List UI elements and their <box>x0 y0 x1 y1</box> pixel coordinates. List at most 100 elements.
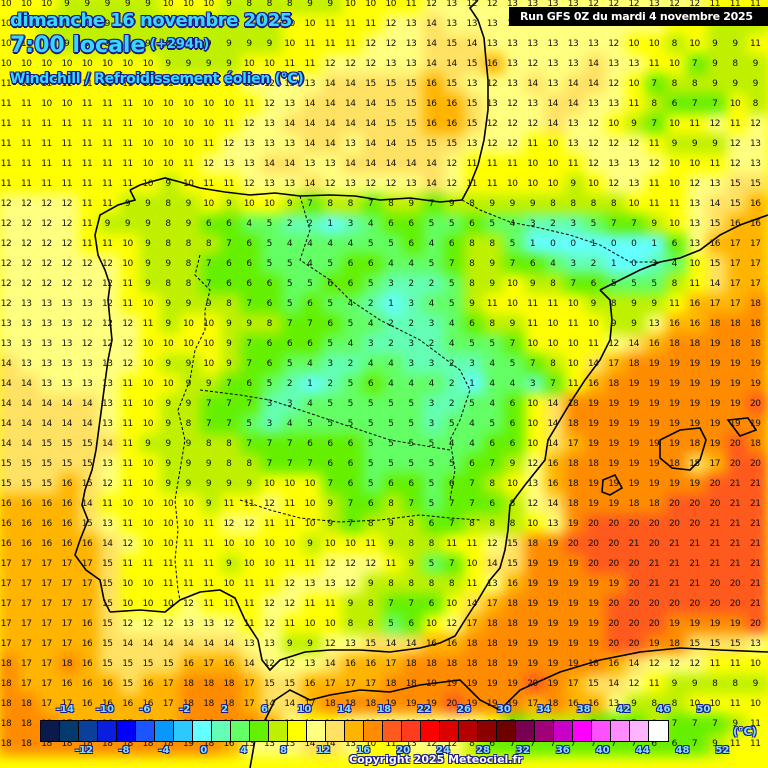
grid-value: 5 <box>327 259 333 269</box>
grid-value: 17 <box>0 559 12 569</box>
field-cell <box>747 194 768 216</box>
grid-value: 13 <box>567 139 579 149</box>
field-cell <box>706 134 729 156</box>
grid-value: 3 <box>428 419 435 429</box>
grid-value: 11 <box>243 499 255 509</box>
grid-value: 8 <box>327 199 333 209</box>
grid-value: 0 <box>631 259 637 269</box>
grid-value: 20 <box>628 639 640 649</box>
grid-value: 6 <box>509 439 516 449</box>
field-cell <box>565 214 587 236</box>
grid-value: 13 <box>264 639 275 649</box>
grid-value: 10 <box>122 259 133 269</box>
grid-value: 7 <box>408 599 414 609</box>
field-cell <box>99 214 122 236</box>
field-cell <box>139 174 162 196</box>
grid-value: 12 <box>102 299 113 309</box>
grid-value: 13 <box>345 139 356 149</box>
grid-value: 15 <box>385 99 397 109</box>
grid-value: 9 <box>165 419 171 429</box>
grid-value: 5 <box>327 419 333 429</box>
grid-value: 5 <box>448 279 455 289</box>
grid-value: 10 <box>608 119 619 129</box>
field-cell <box>0 174 20 196</box>
field-cell <box>625 34 648 56</box>
grid-value: 8 <box>428 539 435 549</box>
field-cell <box>58 14 81 36</box>
grid-value: 12 <box>61 199 73 209</box>
grid-value: 11 <box>648 59 660 69</box>
grid-value: 9 <box>205 299 212 309</box>
field-cell <box>58 194 81 216</box>
grid-value: 17 <box>567 679 579 689</box>
grid-value: 10 <box>203 199 214 209</box>
grid-value: 12 <box>588 159 599 169</box>
grid-value: 18 <box>588 659 599 669</box>
grid-value: 16 <box>0 539 12 549</box>
grid-value: 13 <box>102 379 113 389</box>
grid-value: 10 <box>507 179 518 189</box>
grid-value: 12 <box>608 179 619 189</box>
grid-value: 5 <box>266 219 273 229</box>
grid-value: 16 <box>689 319 700 329</box>
grid-value: 18 <box>628 359 640 369</box>
grid-value: 9 <box>226 199 232 209</box>
field-cell <box>727 54 749 76</box>
grid-value: 21 <box>729 479 741 489</box>
grid-value: 16 <box>61 499 73 509</box>
grid-value: 13 <box>81 299 93 309</box>
field-cell <box>504 214 527 236</box>
grid-value: 14 <box>345 79 356 89</box>
grid-value: 16 <box>102 679 113 689</box>
field-cell <box>220 134 243 156</box>
field-cell <box>281 154 304 176</box>
grid-value: 21 <box>750 519 761 529</box>
grid-value: 11 <box>203 559 214 569</box>
field-cell <box>99 54 122 76</box>
legend-tick-label-bottom: 4 <box>240 745 248 756</box>
grid-value: 10 <box>0 59 12 69</box>
grid-value: 10 <box>628 79 640 89</box>
field-cell <box>747 134 768 156</box>
grid-value: 16 <box>142 679 154 689</box>
field-cell <box>180 34 203 56</box>
grid-value: 9 <box>712 39 718 49</box>
field-cell <box>139 34 162 56</box>
grid-value: 11 <box>61 159 73 169</box>
grid-value: 9 <box>448 199 455 209</box>
grid-value: 7 <box>205 399 212 409</box>
grid-value: 13 <box>284 179 295 189</box>
grid-value: 15 <box>709 219 721 229</box>
grid-value: 15 <box>507 539 518 549</box>
field-cell <box>686 34 709 56</box>
grid-value: 12 <box>21 279 32 289</box>
grid-value: 3 <box>327 359 333 369</box>
field-cell <box>585 54 608 76</box>
grid-value: 14 <box>183 639 194 649</box>
grid-value: 5 <box>388 399 394 409</box>
grid-value: 20 <box>689 599 700 609</box>
field-cell <box>463 34 486 56</box>
grid-value: 9 <box>266 39 273 49</box>
field-cell <box>625 194 648 216</box>
field-cell <box>0 0 20 16</box>
grid-value: 10 <box>527 159 538 169</box>
grid-value: 13 <box>547 79 559 89</box>
field-cell <box>119 34 142 56</box>
grid-value: 19 <box>648 379 660 389</box>
grid-value: 3 <box>570 259 576 269</box>
grid-value: 9 <box>205 479 212 489</box>
grid-value: 18 <box>183 679 194 689</box>
grid-value: 13 <box>264 179 275 189</box>
grid-value: 11 <box>203 599 214 609</box>
field-cell <box>18 54 41 76</box>
field-cell <box>362 14 385 36</box>
grid-value: 9 <box>388 539 394 549</box>
field-cell <box>403 214 425 236</box>
grid-value: 10 <box>729 99 741 109</box>
grid-value: 14 <box>365 139 376 149</box>
grid-value: 8 <box>165 219 171 229</box>
grid-value: 14 <box>122 639 133 649</box>
grid-value: 4 <box>448 439 455 449</box>
field-cell <box>443 94 466 116</box>
